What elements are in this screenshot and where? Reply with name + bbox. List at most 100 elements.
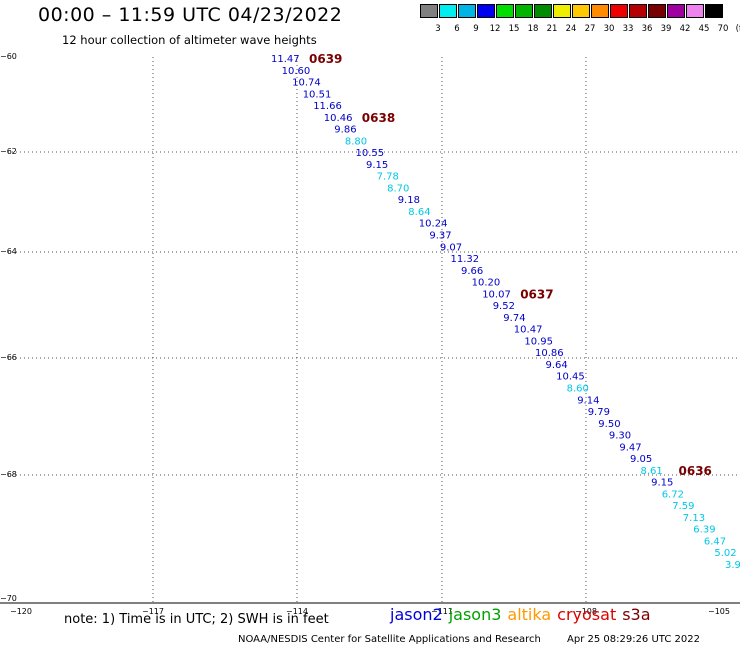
wave-height-reading: 10.45 — [556, 372, 585, 383]
pass-time-label: 0637 — [520, 287, 553, 301]
satellite-legend-item: cryosat — [557, 605, 617, 624]
scale-swatch — [572, 4, 590, 18]
latitude-tick-label: −66 — [0, 353, 17, 362]
wave-height-reading: 10.24 — [419, 219, 448, 230]
scale-label: 45 — [698, 24, 710, 34]
scale-swatch — [515, 4, 533, 18]
wave-height-reading: 3.9 — [725, 560, 740, 571]
scale-label: 9 — [473, 24, 479, 34]
wave-height-reading: 8.61 — [641, 466, 663, 477]
scale-swatch — [477, 4, 495, 18]
wave-height-reading: 10.47 — [514, 325, 543, 336]
wave-height-reading: 9.30 — [609, 431, 631, 442]
scale-swatch — [553, 4, 571, 18]
pass-time-label: 0639 — [309, 52, 342, 66]
wave-height-reading: 7.59 — [672, 501, 694, 512]
scale-swatch — [610, 4, 628, 18]
scale-swatch — [534, 4, 552, 18]
scale-unit: (ft) — [735, 24, 740, 34]
wave-height-reading: 10.51 — [303, 89, 332, 100]
wave-height-reading: 5.02 — [714, 548, 736, 559]
wave-height-reading: 9.66 — [461, 266, 483, 277]
longitude-tick-label: −105 — [708, 607, 730, 616]
wave-height-reading: 9.50 — [598, 419, 620, 430]
longitude-tick-label: −114 — [286, 607, 308, 616]
footnote: note: 1) Time is in UTC; 2) SWH is in fe… — [64, 612, 329, 627]
wave-height-reading: 8.60 — [567, 384, 589, 395]
map-title: 00:00 – 11:59 UTC 04/23/2022 — [38, 4, 343, 26]
scale-swatch — [591, 4, 609, 18]
wave-height-reading: 9.86 — [334, 125, 356, 136]
wave-height-reading: 9.47 — [619, 442, 641, 453]
wave-height-reading: 8.70 — [387, 183, 409, 194]
wave-height-reading: 10.07 — [482, 289, 511, 300]
scale-swatch — [686, 4, 704, 18]
wave-height-reading: 6.47 — [704, 537, 726, 548]
wave-height-reading: 11.47 — [271, 54, 300, 65]
axis-tick-labels: −120 −117 −114 −111 −108 −105 −60 −62 −64 −66 −68 −… — [0, 52, 730, 616]
latitude-tick-label: −64 — [0, 247, 17, 256]
scale-swatch — [667, 4, 685, 18]
scale-label: 33 — [622, 24, 634, 34]
scale-label: 30 — [603, 24, 615, 34]
satellite-legend-item: jason3 — [448, 605, 502, 624]
scale-label: 15 — [508, 24, 520, 34]
graticule — [0, 57, 740, 604]
wave-height-reading: 9.15 — [651, 478, 673, 489]
longitude-tick-label: −108 — [575, 607, 597, 616]
pass-time-labels: 0639 0638 0637 0636 — [309, 52, 712, 478]
wave-height-reading: 10.60 — [282, 66, 311, 77]
scale-swatch — [420, 4, 438, 18]
wave-height-readings: 11.4710.6010.7410.5111.6610.469.868.8010… — [271, 54, 740, 571]
longitude-tick-label: −111 — [431, 607, 453, 616]
wave-height-reading: 8.80 — [345, 136, 367, 147]
satellite-legend-item: jason2 — [390, 605, 443, 624]
scale-label: 21 — [546, 24, 558, 34]
wave-height-reading: 7.78 — [377, 172, 399, 183]
wave-height-reading: 9.15 — [366, 160, 388, 171]
latitude-tick-label: −62 — [0, 147, 17, 156]
wave-height-reading: 10.55 — [356, 148, 385, 159]
latitude-tick-label: −70 — [0, 594, 17, 603]
scale-swatch — [439, 4, 457, 18]
wave-height-reading: 9.07 — [440, 242, 462, 253]
pass-time-label: 0636 — [679, 464, 712, 478]
wave-height-reading: 6.72 — [662, 489, 684, 500]
scale-label: 39 — [660, 24, 672, 34]
scale-label: 3 — [435, 24, 441, 34]
wave-height-reading: 9.05 — [630, 454, 652, 465]
wave-height-reading: 10.86 — [535, 348, 564, 359]
generation-timestamp: Apr 25 08:29:26 UTC 2022 — [567, 634, 700, 645]
scale-swatch — [629, 4, 647, 18]
wave-height-reading: 9.37 — [429, 231, 451, 242]
wave-height-reading: 10.95 — [524, 336, 553, 347]
scale-label: 42 — [679, 24, 691, 34]
satellite-legend-item: altika — [507, 605, 552, 624]
wave-height-reading: 9.74 — [503, 313, 525, 324]
latitude-tick-label: −68 — [0, 470, 17, 479]
scale-swatch — [648, 4, 666, 18]
satellite-legend-item: s3a — [622, 605, 651, 624]
scale-swatch — [496, 4, 514, 18]
latitude-tick-label: −60 — [0, 52, 17, 61]
wave-height-reading: 7.13 — [683, 513, 705, 524]
wave-height-reading: 9.52 — [493, 301, 515, 312]
map-subtitle: 12 hour collection of altimeter wave hei… — [62, 33, 317, 47]
scale-label: 18 — [527, 24, 539, 34]
wave-height-reading: 11.66 — [313, 101, 342, 112]
wave-height-reading: 10.74 — [292, 78, 321, 89]
wave-height-reading: 8.64 — [408, 207, 430, 218]
scale-label: 6 — [454, 24, 460, 34]
longitude-tick-label: −120 — [10, 607, 32, 616]
scale-label: 24 — [565, 24, 577, 34]
wave-height-reading: 6.39 — [693, 525, 715, 536]
wave-height-reading: 9.14 — [577, 395, 599, 406]
scale-label: 70 — [717, 24, 729, 34]
scale-label: 12 — [489, 24, 501, 34]
longitude-tick-label: −117 — [142, 607, 164, 616]
scale-swatch — [705, 4, 723, 18]
wave-height-reading: 9.79 — [588, 407, 610, 418]
scale-label: 27 — [584, 24, 596, 34]
credit-line: NOAA/NESDIS Center for Satellite Applica… — [238, 634, 541, 645]
